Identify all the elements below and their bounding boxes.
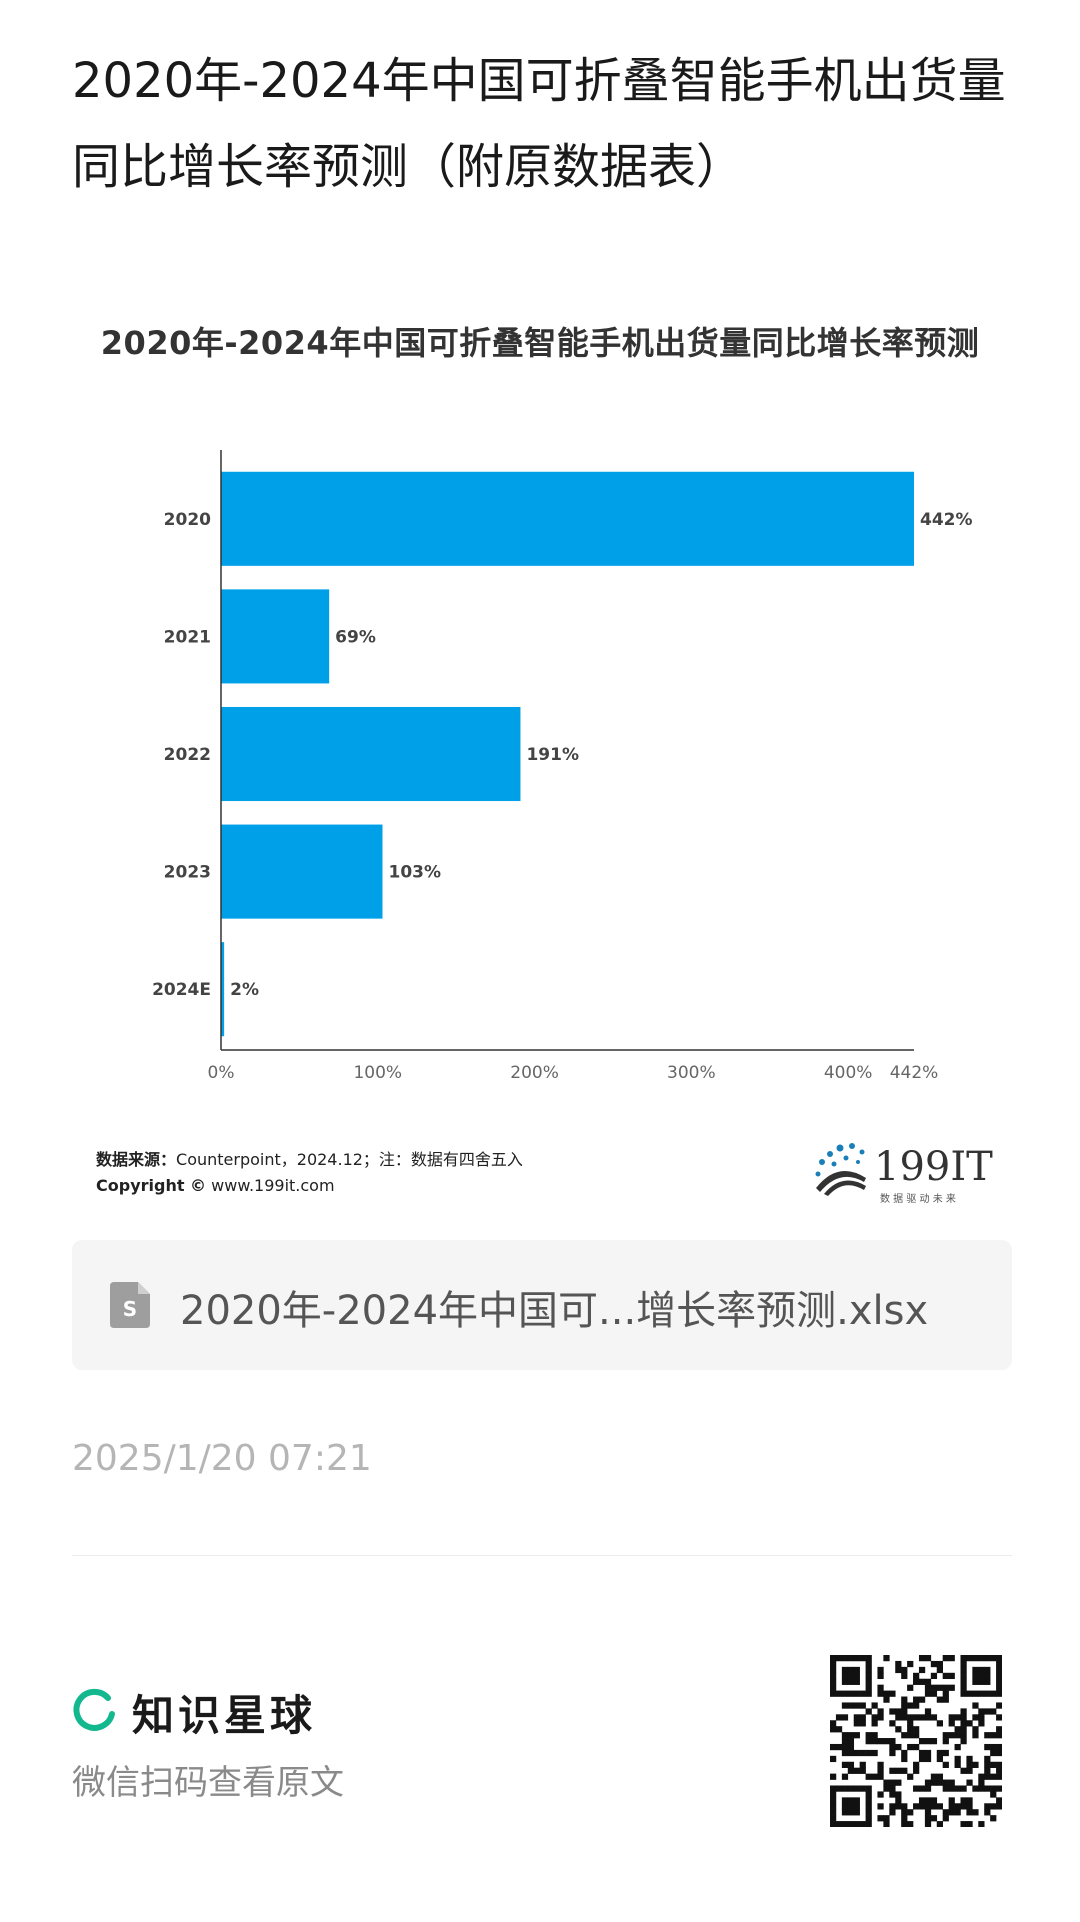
article-title: 2020年-2024年中国可折叠智能手机出货量同比增长率预测（附原数据表） <box>72 53 1006 195</box>
bar-2024E <box>221 942 225 1037</box>
x-tick-label: 0% <box>208 1063 235 1083</box>
copyright-url: www.199it.com <box>211 1176 335 1195</box>
brand-logo: 199IT 数 据 驱 动 未 来 <box>808 1132 1008 1212</box>
x-tick-label: 400% <box>824 1063 873 1083</box>
data-label: 2% <box>230 980 259 1000</box>
bar-2021 <box>221 589 330 684</box>
svg-text:S: S <box>123 1297 137 1321</box>
data-label: 103% <box>388 863 441 883</box>
category-label: 2024E <box>152 980 211 1000</box>
bar-chart-svg: 2020 442% 2021 69% 2022 191% 2023 103% 2024E 2% 0%… <box>152 450 973 1083</box>
x-tick-label: 100% <box>353 1063 402 1083</box>
category-label: 2020 <box>164 510 211 530</box>
brand-tagline: 数 据 驱 动 未 来 <box>880 1192 956 1205</box>
data-label: 442% <box>920 510 973 530</box>
chart-title: 2020年-2024年中国可折叠智能手机出货量同比增长率预测 <box>100 324 980 362</box>
data-label: 69% <box>335 627 376 647</box>
planet-ring-icon <box>73 1688 115 1731</box>
category-label: 2023 <box>164 863 211 883</box>
bar-2023 <box>221 824 383 919</box>
attachment-filename[interactable]: 2020年-2024年中国可...增长率预测.xlsx <box>180 1288 929 1334</box>
post-date: 2025/1/20 07:21 <box>72 1438 372 1479</box>
spreadsheet-file-icon: S <box>110 1282 150 1328</box>
data-label: 191% <box>526 745 579 765</box>
source-text: Counterpoint，2024.12；注：数据有四舍五入 <box>176 1150 523 1169</box>
chart: 2020年-2024年中国可折叠智能手机出货量同比增长率预测 2020 442% 2… <box>60 300 1020 1220</box>
copyright-label: Copyright © <box>96 1176 207 1195</box>
attachment-card[interactable]: S 2020年-2024年中国可...增长率预测.xlsx <box>72 1240 1012 1370</box>
bar-2022 <box>221 706 521 802</box>
category-label: 2022 <box>164 745 211 765</box>
source-label: 数据来源： <box>96 1150 177 1169</box>
source-line: 数据来源：Counterpoint，2024.12；注：数据有四舍五入 <box>96 1146 523 1170</box>
x-tick-label: 442% <box>890 1063 939 1083</box>
brand-name: 199IT <box>874 1144 993 1190</box>
qr-code-icon[interactable] <box>830 1655 1002 1827</box>
divider <box>72 1555 1012 1556</box>
category-label: 2021 <box>164 627 211 647</box>
brand-mark-icon: 199IT 数 据 驱 动 未 来 <box>815 1143 993 1205</box>
bar-2020 <box>221 471 914 566</box>
copyright-line: Copyright © www.199it.com <box>96 1176 335 1195</box>
x-tick-label: 200% <box>510 1063 559 1083</box>
platform-name: 知识星球 <box>132 1691 317 1740</box>
scan-hint: 微信扫码查看原文 <box>72 1763 344 1803</box>
x-tick-label: 300% <box>667 1063 716 1083</box>
